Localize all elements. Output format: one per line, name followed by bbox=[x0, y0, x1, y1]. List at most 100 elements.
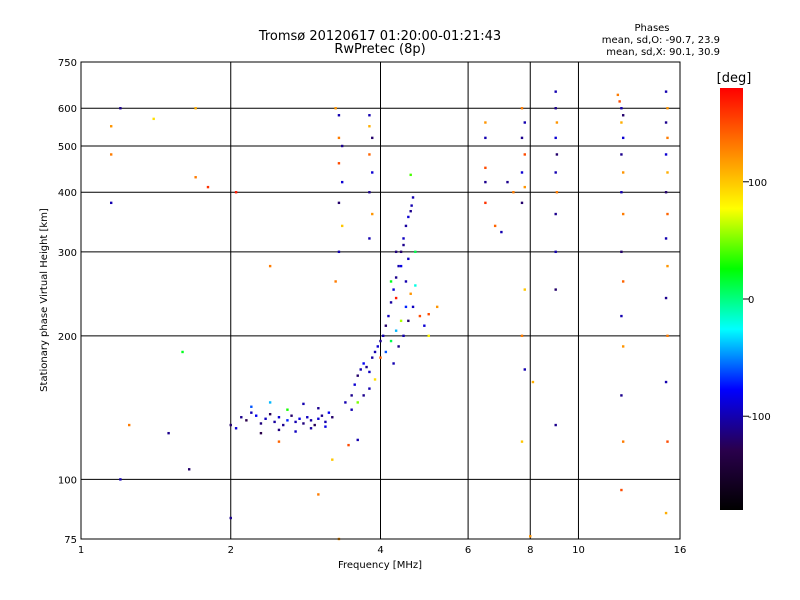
plot-frame bbox=[80, 61, 681, 540]
data-point bbox=[666, 264, 669, 268]
data-point bbox=[264, 417, 267, 420]
data-point bbox=[389, 339, 393, 343]
data-point bbox=[194, 107, 197, 110]
y-tick-label: 300 bbox=[58, 248, 77, 259]
data-point bbox=[384, 350, 388, 354]
data-point bbox=[666, 107, 669, 110]
data-point bbox=[404, 305, 408, 309]
data-point bbox=[407, 257, 410, 261]
x-axis-ticks: 1 2 4 6 8 10 16 bbox=[78, 545, 687, 556]
data-point bbox=[362, 394, 365, 397]
data-point bbox=[554, 212, 557, 216]
data-point bbox=[368, 370, 371, 374]
data-point bbox=[666, 212, 669, 216]
data-point bbox=[523, 153, 526, 156]
data-point bbox=[254, 414, 258, 417]
data-point bbox=[277, 416, 281, 419]
data-point bbox=[399, 319, 403, 323]
data-point bbox=[389, 301, 393, 304]
data-point bbox=[409, 209, 412, 213]
grid-lines bbox=[81, 62, 680, 539]
data-point bbox=[523, 185, 526, 189]
data-point bbox=[324, 425, 327, 428]
data-point bbox=[402, 334, 405, 338]
data-point bbox=[414, 250, 417, 254]
data-point bbox=[259, 422, 263, 425]
data-point bbox=[273, 420, 276, 424]
data-point bbox=[664, 511, 668, 515]
data-point bbox=[529, 535, 532, 538]
data-point bbox=[554, 250, 557, 254]
data-point bbox=[337, 114, 341, 117]
x-tick-label: 6 bbox=[465, 545, 471, 556]
data-point bbox=[350, 394, 353, 397]
data-point bbox=[373, 350, 377, 354]
data-point bbox=[317, 493, 320, 496]
data-point bbox=[621, 136, 625, 140]
data-point bbox=[394, 276, 398, 279]
data-point bbox=[337, 162, 341, 165]
data-point bbox=[309, 419, 313, 422]
colorbar-tick-label: -100 bbox=[748, 412, 771, 423]
data-point bbox=[407, 215, 410, 219]
data-point bbox=[320, 414, 324, 417]
data-point bbox=[664, 380, 668, 384]
y-tick-label: 600 bbox=[58, 104, 77, 115]
data-point bbox=[365, 365, 368, 369]
data-point bbox=[531, 380, 535, 384]
data-point bbox=[324, 420, 327, 424]
data-point bbox=[411, 196, 415, 199]
data-point bbox=[340, 180, 344, 184]
data-point bbox=[340, 224, 344, 228]
data-point bbox=[618, 100, 621, 103]
data-point bbox=[523, 288, 526, 291]
chart-title: Tromsø 20120617 01:20:00-01:21:43 bbox=[258, 29, 501, 44]
data-point bbox=[484, 180, 487, 184]
y-tick-label: 500 bbox=[58, 142, 77, 153]
data-point bbox=[620, 153, 623, 156]
data-point bbox=[414, 284, 417, 287]
phase-legend-x-mode: mean, sd,X: 90.1, 30.9 bbox=[606, 47, 720, 58]
data-point bbox=[392, 362, 395, 365]
data-point bbox=[356, 438, 359, 442]
data-point bbox=[664, 296, 668, 300]
data-point bbox=[362, 362, 365, 365]
data-point bbox=[484, 136, 487, 140]
data-point bbox=[484, 201, 487, 205]
colorbar bbox=[720, 88, 743, 510]
data-point bbox=[394, 250, 398, 254]
data-point bbox=[394, 329, 398, 332]
data-point bbox=[167, 431, 170, 435]
colorbar-tick-label: 100 bbox=[748, 178, 767, 189]
data-point bbox=[620, 107, 623, 110]
y-tick-label: 750 bbox=[58, 58, 77, 69]
data-point bbox=[410, 204, 413, 207]
data-point bbox=[245, 419, 248, 422]
data-point bbox=[317, 407, 320, 410]
data-point bbox=[298, 417, 301, 420]
x-tick-label: 1 bbox=[78, 545, 84, 556]
data-point bbox=[290, 414, 293, 417]
data-point bbox=[621, 114, 625, 117]
data-point bbox=[368, 125, 371, 128]
data-point bbox=[302, 402, 305, 406]
data-point bbox=[368, 153, 371, 156]
data-point bbox=[371, 136, 374, 140]
data-point bbox=[234, 427, 238, 430]
data-point bbox=[554, 107, 557, 110]
data-point bbox=[620, 314, 623, 318]
data-points bbox=[109, 90, 669, 541]
data-point bbox=[664, 90, 668, 93]
data-point bbox=[337, 250, 341, 254]
x-tick-label: 8 bbox=[527, 545, 533, 556]
data-point bbox=[389, 280, 393, 283]
data-point bbox=[368, 387, 371, 390]
data-point bbox=[407, 319, 410, 323]
data-point bbox=[229, 423, 232, 427]
data-point bbox=[555, 121, 559, 124]
data-point bbox=[404, 280, 408, 283]
data-point bbox=[368, 237, 371, 240]
x-tick-label: 16 bbox=[674, 545, 687, 556]
data-point bbox=[427, 334, 430, 338]
data-point bbox=[397, 264, 400, 268]
